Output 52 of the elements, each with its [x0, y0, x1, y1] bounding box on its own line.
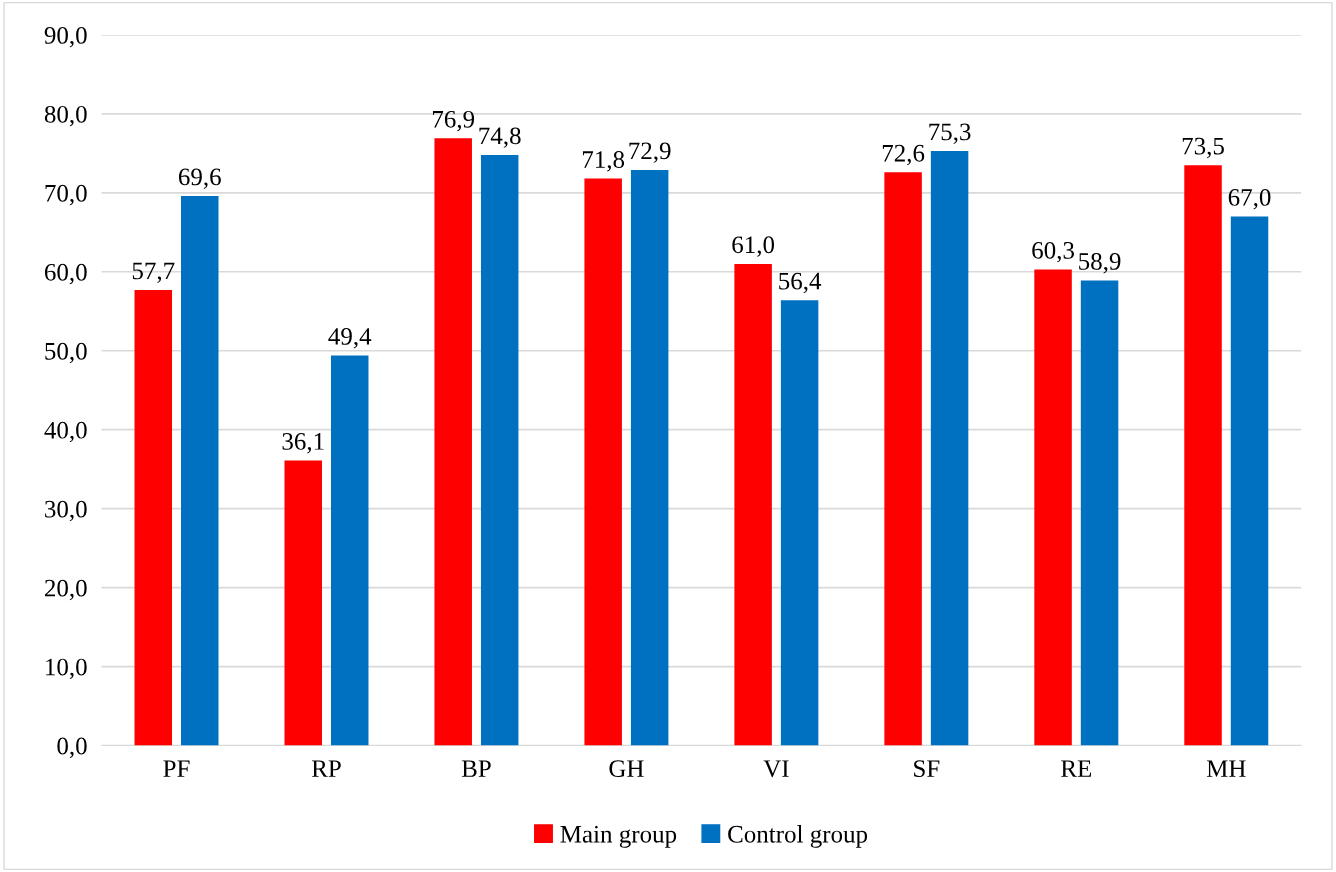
data-label: 56,4: [779, 272, 822, 294]
bar: [584, 178, 622, 746]
data-label: 72,6: [882, 144, 925, 166]
bar: [884, 172, 922, 746]
bar: [434, 138, 472, 746]
bar: [284, 460, 322, 746]
bar: [1034, 269, 1072, 746]
data-label: 58,9: [1079, 252, 1121, 274]
bar: [734, 263, 772, 746]
legend-label: Main group: [560, 825, 677, 848]
y-tick-label: 80,0: [44, 105, 87, 127]
data-label: 74,8: [479, 127, 521, 148]
y-tick-label: 60,0: [44, 263, 87, 285]
x-tick-label: PF: [163, 760, 190, 777]
y-tick-label: 10,0: [46, 658, 87, 680]
x-tick-label: RP: [311, 760, 341, 777]
data-label: 73,5: [1182, 137, 1224, 159]
x-tick-label: MH: [1206, 760, 1246, 777]
y-tick-label: 40,0: [44, 421, 87, 443]
data-label: 75,3: [929, 123, 971, 144]
y-tick-label: 20,0: [44, 579, 87, 601]
bar: [330, 355, 369, 746]
bar: [1230, 216, 1269, 746]
y-tick-label: 30,0: [45, 500, 87, 522]
x-tick-label: BP: [461, 760, 491, 777]
bar: [1080, 280, 1119, 746]
bar: [181, 195, 219, 746]
bar: [630, 169, 669, 746]
y-tick-label: 50,0: [45, 342, 87, 364]
x-tick-label: RE: [1061, 760, 1092, 777]
y-tick-label: 0,0: [57, 737, 87, 759]
bar: [480, 154, 519, 746]
bar: [780, 300, 819, 746]
data-label: 60,3: [1032, 241, 1074, 263]
x-tick-label: SF: [914, 760, 940, 778]
data-label: 67,0: [1228, 188, 1271, 210]
legend-label: Control group: [728, 825, 868, 848]
y-tick-label: 90,0: [44, 26, 87, 48]
data-label: 57,7: [132, 262, 175, 283]
bar: [930, 150, 969, 746]
bar: [1184, 165, 1222, 746]
data-label: 76,9: [432, 110, 475, 132]
data-label: 69,6: [178, 168, 221, 189]
y-tick-label: 70,0: [45, 184, 87, 206]
data-label: 49,4: [328, 328, 372, 349]
x-tick-label: VI: [763, 760, 789, 778]
bar: [134, 289, 173, 746]
x-tick-label: GH: [609, 760, 644, 778]
data-label: 71,8: [582, 151, 625, 172]
data-label: 61,0: [732, 236, 775, 257]
data-label: 36,1: [282, 433, 324, 454]
data-label: 72,9: [629, 142, 671, 163]
